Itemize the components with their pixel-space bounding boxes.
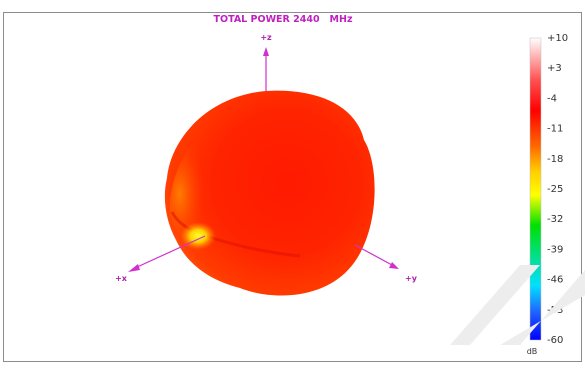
x-axis-arrowhead [128,264,140,272]
pattern-left-shade [169,130,220,247]
watermark-streaks [450,265,585,345]
z-axis-label: +z [260,33,272,42]
colorbar-tick-label: +3 [547,63,562,74]
colorbar-tick-label: -4 [547,93,557,104]
colorbar-tick-label: -46 [547,275,563,286]
colorbar-tick-label: -32 [547,214,563,225]
y-axis-label: +y [405,274,418,283]
axes-front [128,235,399,272]
chart-title: TOTAL POWER 2440 MHz [214,14,353,25]
colorbar-tick-label: -25 [547,184,563,195]
y-axis-arrowhead [389,262,399,269]
colorbar-tick-label: -60 [547,335,563,346]
radiation-pattern-surface [164,90,375,296]
x-axis-label: +x [115,274,128,283]
y-axis-line [354,244,393,266]
plot-border [3,12,582,362]
axes-back [263,47,269,92]
colorbar-tick-label: -11 [547,124,563,135]
colorbar-tick-label: -18 [547,154,563,165]
pattern-hot-spot [180,222,216,250]
colorbar-tick-label: -39 [547,244,563,255]
colorbar-unit: dB [527,347,538,356]
watermark-streak [450,265,540,345]
pattern-lobe [164,90,375,296]
colorbar-tick-label: +10 [547,33,568,44]
colorbar [529,37,542,341]
x-axis-line [134,235,206,269]
z-axis-arrowhead [263,47,269,56]
